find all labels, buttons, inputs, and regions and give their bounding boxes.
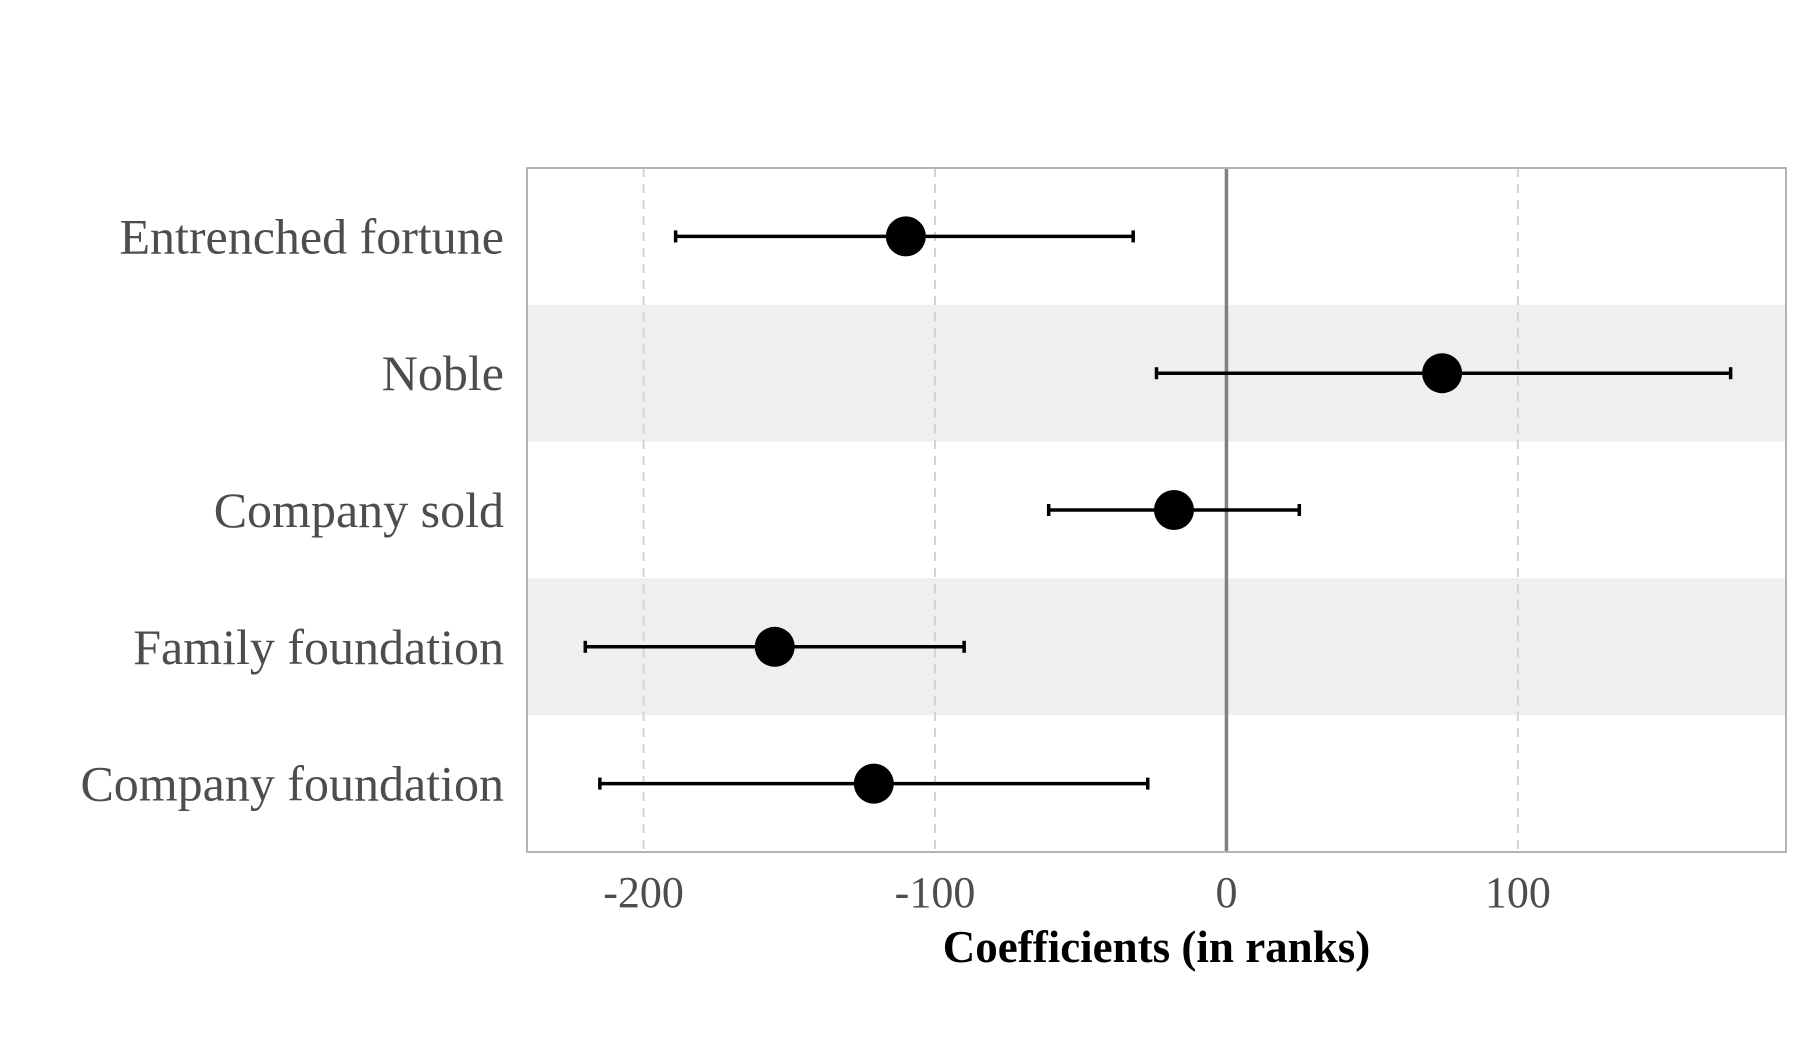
x-tick-label: -100 [895, 868, 976, 917]
x-tick-label: -200 [603, 868, 684, 917]
category-label: Entrenched fortune [119, 208, 504, 264]
gridlines [642, 168, 1519, 852]
coefficient-row [1154, 353, 1733, 394]
x-axis-tick-labels: -200 -100 0 100 [603, 868, 1551, 917]
x-axis-title: Coefficients (in ranks) [943, 922, 1370, 972]
coefficient-point [754, 626, 795, 667]
coefficient-point [1422, 353, 1463, 394]
coefficient-point [1153, 490, 1194, 530]
coefficient-point [885, 216, 926, 257]
coefficient-marks [583, 216, 1733, 804]
coefficient-row [1046, 490, 1302, 530]
category-label: Family foundation [133, 619, 504, 675]
category-label: Company foundation [80, 756, 504, 812]
category-label: Company sold [214, 482, 504, 538]
panel-border [526, 167, 1787, 853]
coefficient-row [673, 216, 1135, 257]
category-label: Noble [382, 345, 504, 401]
coefficient-row [598, 763, 1150, 804]
x-tick-label: 100 [1485, 868, 1551, 917]
category-labels: Entrenched fortune Noble Company sold Famil… [80, 208, 504, 811]
coefficient-row [583, 626, 966, 667]
coefficient-point [853, 763, 894, 804]
x-tick-label: 0 [1215, 868, 1237, 917]
